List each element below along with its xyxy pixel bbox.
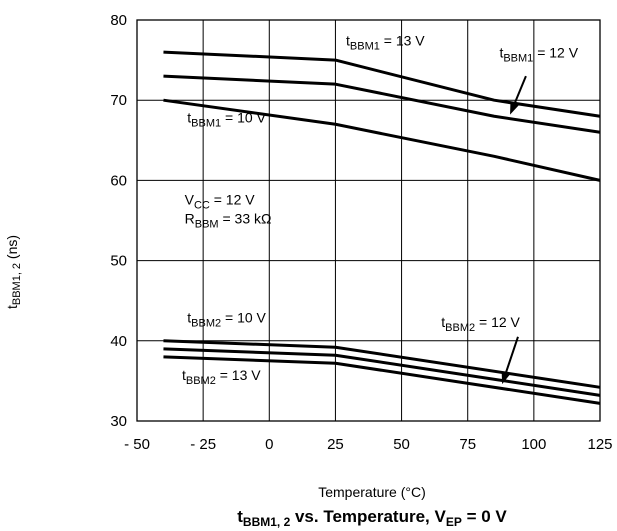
- x-axis-label: Temperature (°C): [318, 484, 426, 500]
- series-annotation: tBBM1 = 12 V: [499, 45, 578, 65]
- x-tick-label: - 50: [124, 436, 150, 453]
- arrow-group: [501, 75, 527, 385]
- arrow-head: [510, 101, 519, 115]
- series-annotation: tBBM1 = 10 V: [187, 110, 266, 130]
- arrow-head: [501, 371, 511, 385]
- y-tick-label: 60: [110, 172, 127, 189]
- series-annotation: tBBM1 = 13 V: [346, 33, 425, 53]
- series-line-6: [163, 355, 601, 405]
- condition-label: RBBM = 33 kΩ: [185, 211, 272, 231]
- annotation-group: tBBM1 = 13 V tBBM1 = 12 V tBBM1 = 10 V tBBM…: [182, 33, 579, 387]
- x-tick-label: 125: [587, 436, 612, 453]
- x-tick-label: 0: [265, 436, 273, 453]
- x-tick-label: - 25: [190, 436, 216, 453]
- y-tick-label: 70: [110, 92, 127, 109]
- series-line-2: [163, 74, 601, 134]
- gridlines: [137, 20, 600, 421]
- arrow-shaft: [504, 336, 519, 374]
- x-tick-labels: - 50 - 25 0 25 50 75 100 125: [124, 436, 612, 453]
- series-line-1: [163, 50, 601, 118]
- chart-title: tBBM1, 2 vs. Temperature, VEP = 0 V: [237, 507, 507, 529]
- x-tick-label: 100: [521, 436, 546, 453]
- condition-label: VCC = 12 V: [185, 191, 256, 211]
- y-tick-label: 40: [110, 333, 127, 350]
- series-annotation: tBBM2 = 13 V: [182, 367, 261, 387]
- y-tick-labels: 30 40 50 60 70 80: [110, 12, 127, 430]
- y-tick-label: 50: [110, 253, 127, 270]
- series-group: [163, 50, 601, 405]
- y-tick-label: 80: [110, 12, 127, 29]
- x-tick-label: 50: [393, 436, 410, 453]
- series-line-4: [163, 339, 601, 389]
- x-tick-label: 75: [459, 436, 476, 453]
- y-tick-label: 30: [110, 413, 127, 430]
- x-tick-label: 25: [327, 436, 344, 453]
- arrow-shaft: [513, 75, 527, 104]
- series-line-5: [163, 347, 601, 397]
- y-axis-label: tBBM1, 2 (ns): [4, 235, 23, 309]
- series-annotation: tBBM2 = 12 V: [441, 314, 520, 334]
- plot-frame: [136, 19, 601, 422]
- series-line-3: [163, 98, 601, 182]
- series-annotation: tBBM2 = 10 V: [187, 309, 266, 329]
